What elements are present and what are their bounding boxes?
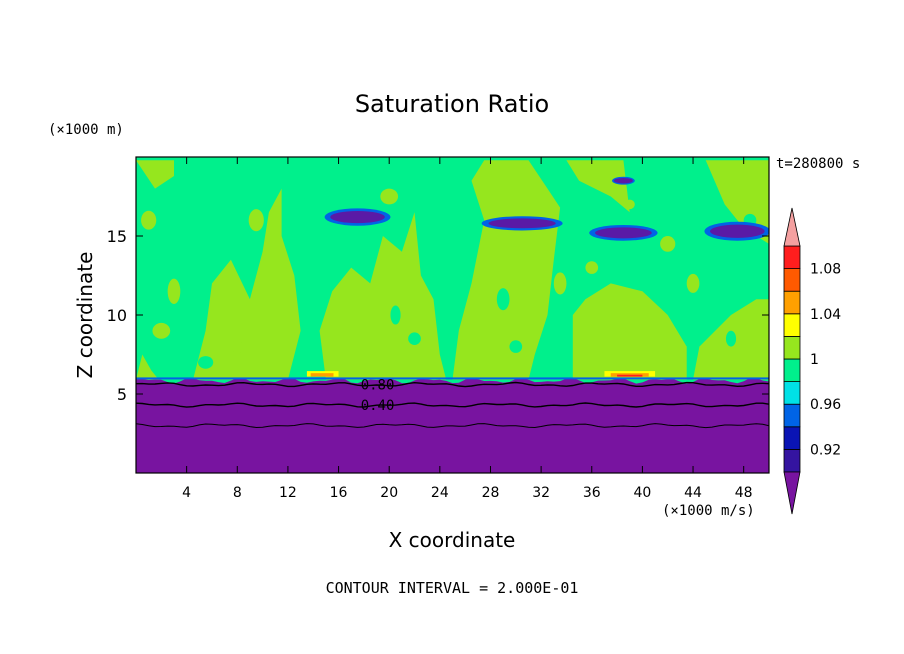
colorbar-swatch-1.02-1.04 xyxy=(783,313,801,337)
patch-4 xyxy=(198,356,214,369)
y-axis-ticks: 5 10 15 xyxy=(107,227,769,404)
blue-edge xyxy=(136,377,769,380)
colorbar-swatch-1-1.02 xyxy=(783,335,801,360)
dry-lens-1 xyxy=(330,210,385,224)
y-tick-label-15: 15 xyxy=(107,227,127,246)
x-tick-label-4: 4 xyxy=(182,485,191,501)
colorbar-over-arrow xyxy=(783,207,801,247)
dry-lens-3 xyxy=(595,227,652,239)
colorbar-swatch-0.92-0.94 xyxy=(783,426,801,450)
patch-9 xyxy=(390,305,401,325)
colorbar-under-arrow xyxy=(783,471,801,515)
colorbar-label-0.96: 0.96 xyxy=(810,397,841,413)
patch-3 xyxy=(141,210,157,230)
colorbar-swatch-1.06-1.08 xyxy=(783,268,801,292)
patch-8 xyxy=(380,188,399,205)
region-supersaturated-6 xyxy=(566,160,630,213)
patch-20 xyxy=(585,261,599,274)
y-tick-label-5: 5 xyxy=(117,385,127,404)
colorbar-swatch-0.9-0.92 xyxy=(783,448,801,473)
contour-lines xyxy=(136,381,769,429)
patch-2 xyxy=(167,278,181,304)
contour-3 xyxy=(136,423,769,429)
x-tick-label-16: 16 xyxy=(330,485,348,501)
colorbar-swatch-0.98-1 xyxy=(783,358,801,383)
chart-title: Saturation Ratio xyxy=(355,90,549,118)
colorbar-label-1.04: 1.04 xyxy=(810,307,841,323)
y-unit-label: (×1000 m) xyxy=(48,122,124,138)
hot-patch-5 xyxy=(617,374,643,377)
colorbar-label-1.08: 1.08 xyxy=(810,262,841,278)
x-tick-label-28: 28 xyxy=(482,485,500,501)
contour-labels: 0.80 0.40 xyxy=(361,378,395,415)
contour-1 xyxy=(136,381,769,388)
x-tick-label-44: 44 xyxy=(684,485,702,501)
contour-label-1: 0.80 xyxy=(361,378,395,394)
time-label: t=280800 s xyxy=(776,156,860,172)
colorbar-label-0.92: 0.92 xyxy=(810,442,841,458)
x-tick-label-48: 48 xyxy=(735,485,753,501)
x-tick-label-36: 36 xyxy=(583,485,601,501)
patch-12 xyxy=(496,288,510,311)
region-subsaturated xyxy=(136,377,769,473)
x-tick-label-40: 40 xyxy=(633,485,651,501)
x-tick-label-12: 12 xyxy=(279,485,297,501)
patch-13 xyxy=(509,340,523,353)
patch-11 xyxy=(460,243,471,260)
patch-10 xyxy=(408,332,421,346)
region-supersaturated-7 xyxy=(136,160,174,189)
region-supersaturated-1 xyxy=(193,188,301,380)
x-unit-label: (×1000 m/s) xyxy=(662,503,755,519)
patch-1 xyxy=(152,322,171,339)
colorbar-swatch-0.94-0.96 xyxy=(783,403,801,428)
colorbar-label-1: 1 xyxy=(810,352,819,368)
colorbar-swatch-1.08-1.1 xyxy=(783,245,801,270)
x-axis-title: X coordinate xyxy=(389,528,516,552)
patch-7 xyxy=(294,196,307,213)
contour-2 xyxy=(136,402,769,408)
x-axis-ticks: 4 8 12 16 20 24 28 32 36 40 44 48 xyxy=(182,157,753,501)
patch-16 xyxy=(660,236,676,252)
colorbar-swatch-0.96-0.98 xyxy=(783,381,801,405)
patch-5 xyxy=(232,338,243,355)
x-tick-label-24: 24 xyxy=(431,485,449,501)
patch-17 xyxy=(686,273,700,293)
region-supersaturated-3 xyxy=(452,160,561,380)
region-supersaturated-4 xyxy=(572,283,687,380)
region-supersaturated-9 xyxy=(136,354,159,380)
dry-lens-5 xyxy=(613,177,633,184)
patch-18 xyxy=(725,330,737,347)
y-axis-title: Z coordinate xyxy=(73,252,97,379)
patch-15 xyxy=(624,199,635,210)
contour-interval-footer: CONTOUR INTERVAL = 2.000E-01 xyxy=(326,579,579,597)
hot-patch-2 xyxy=(310,373,334,377)
y-tick-label-10: 10 xyxy=(107,306,127,325)
x-tick-label-8: 8 xyxy=(233,485,242,501)
colorbar-swatch-1.04-1.06 xyxy=(783,290,801,315)
contour-label-2: 0.40 xyxy=(361,398,395,414)
x-tick-label-20: 20 xyxy=(380,485,398,501)
colorbar: 0.92 0.96 1 1.04 1.08 xyxy=(783,207,841,515)
x-tick-label-32: 32 xyxy=(532,485,550,501)
saturation-field xyxy=(136,157,769,473)
dry-lens-4 xyxy=(710,224,765,238)
patch-6 xyxy=(248,209,264,232)
dry-lens-2 xyxy=(488,218,556,229)
patch-14 xyxy=(553,272,567,295)
